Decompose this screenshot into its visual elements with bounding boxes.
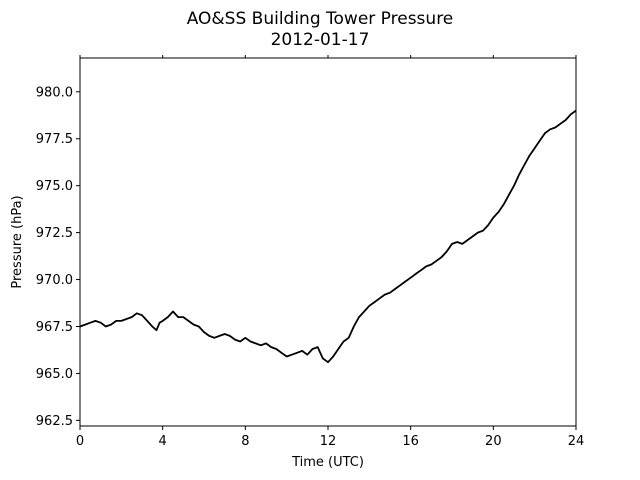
- x-tick-label: 8: [241, 434, 249, 449]
- plot-area: 0 4 8 12 16 20 24 962.5 965.0 967.5 970.0 972.5 975…: [36, 55, 584, 449]
- x-tick-label: 16: [402, 434, 419, 449]
- y-tick-label: 980.0: [36, 85, 73, 100]
- x-axis-ticks: 0 4 8 12 16 20 24: [76, 55, 584, 449]
- x-tick-label: 4: [159, 434, 167, 449]
- y-tick-label: 967.5: [36, 320, 73, 335]
- x-tick-label: 12: [320, 434, 337, 449]
- x-tick-label: 20: [485, 434, 502, 449]
- y-tick-label: 962.5: [36, 414, 73, 429]
- plot-frame: [80, 58, 576, 426]
- y-tick-label: 975.0: [36, 179, 73, 194]
- y-tick-label: 965.0: [36, 367, 73, 382]
- x-tick-label: 24: [568, 434, 585, 449]
- chart-subtitle: 2012-01-17: [271, 30, 370, 50]
- chart-title: AO&SS Building Tower Pressure: [187, 9, 454, 29]
- y-tick-label: 977.5: [36, 132, 73, 147]
- y-axis-label: Pressure (hPa): [10, 195, 25, 288]
- y-axis-ticks: 962.5 965.0 967.5 970.0 972.5 975.0 977.5 980.0: [36, 85, 80, 429]
- y-tick-label: 972.5: [36, 226, 73, 241]
- y-tick-label: 970.0: [36, 273, 73, 288]
- x-axis-label: Time (UTC): [291, 455, 364, 470]
- pressure-series-line: [80, 111, 576, 363]
- x-tick-label: 0: [76, 434, 84, 449]
